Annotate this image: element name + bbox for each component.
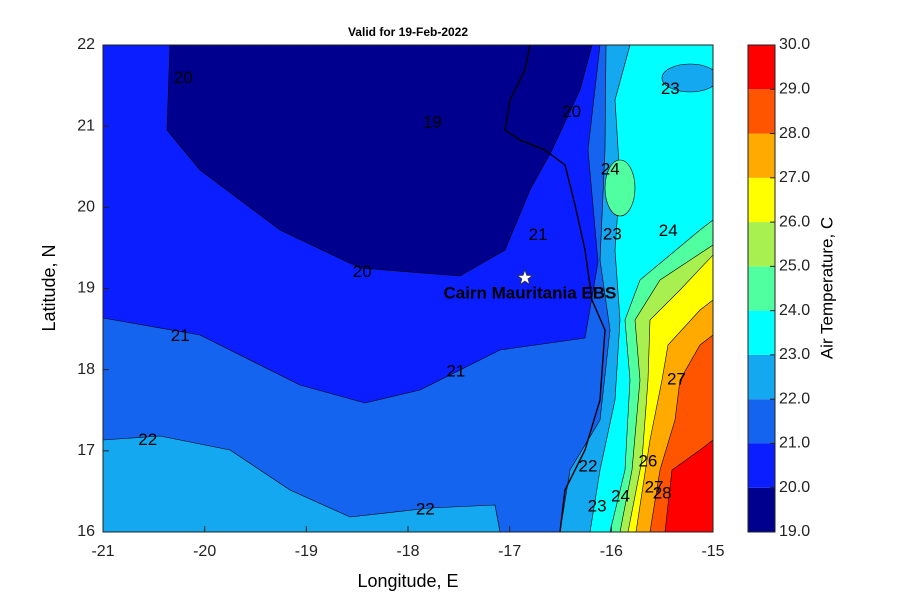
colorbar-label: Air Temperature, C	[817, 217, 836, 359]
colorbar-frame	[747, 44, 776, 533]
colorbar-band	[748, 45, 775, 90]
colorbar-band	[748, 177, 775, 223]
contour-label: 19	[423, 112, 442, 131]
colorbar-band	[748, 487, 775, 532]
x-tick-label: -16	[600, 543, 623, 560]
colorbar-tick-label: 25.0	[779, 258, 810, 275]
contour-label: 23	[661, 79, 680, 98]
region	[166, 45, 593, 277]
colorbar-tick-label: 26.0	[779, 213, 810, 230]
colorbar-tick-label: 20.0	[779, 479, 810, 496]
colorbar-band	[748, 399, 775, 444]
contour-label: 27	[667, 370, 686, 389]
y-tick-label: 18	[77, 361, 95, 378]
contour-label: 21	[446, 362, 465, 381]
colorbar-tick-label: 23.0	[779, 346, 810, 363]
contour-label: 21	[529, 225, 548, 244]
contour-label: 23	[603, 224, 622, 243]
x-axis-label: Longitude, E	[357, 571, 458, 591]
contour-label: 20	[562, 102, 581, 121]
x-tick-label: -17	[498, 543, 521, 560]
colorbar-band	[748, 89, 775, 134]
region	[103, 435, 501, 532]
colorbar-tick-label: 29.0	[779, 80, 810, 97]
contour-fill	[103, 45, 713, 532]
y-tick-label: 19	[77, 280, 95, 297]
contour-label: 24	[659, 221, 678, 240]
colorbar-band	[748, 354, 775, 400]
y-tick-label: 16	[77, 523, 95, 540]
y-tick-label: 21	[77, 117, 95, 134]
contour-label: 21	[171, 326, 190, 345]
colorbar-band	[748, 222, 775, 267]
contour-label: 22	[416, 500, 435, 519]
contour-label: 27	[645, 478, 664, 497]
station-marker	[516, 268, 534, 286]
colorbar-band	[748, 443, 775, 488]
colorbar-tick-label: 22.0	[779, 390, 810, 407]
station-label: Cairn Mauritania EBS	[443, 283, 616, 302]
contour-label: 23	[588, 496, 607, 515]
contour-label: 20	[174, 68, 193, 87]
region	[664, 439, 713, 532]
contour-label: 24	[601, 159, 620, 178]
contour-label: 20	[353, 262, 372, 281]
contour-label: 26	[638, 452, 657, 471]
contour-label: 22	[138, 430, 157, 449]
y-axis-label: Latitude, N	[39, 244, 59, 331]
colorbar-tick-label: 21.0	[779, 435, 810, 452]
colorbar-tick-label: 28.0	[779, 125, 810, 142]
y-tick-label: 20	[77, 199, 95, 216]
contour-label: 28	[653, 483, 672, 502]
colorbar-band	[748, 133, 775, 178]
colorbar-band	[748, 266, 775, 311]
coastline	[504, 45, 606, 532]
contour-label: 22	[578, 457, 597, 476]
chart-title: Valid for 19-Feb-2022	[348, 25, 468, 39]
y-tick-label: 22	[77, 36, 95, 53]
colorbar-tick-label: 19.0	[779, 523, 810, 540]
colorbar-tick-label: 27.0	[779, 169, 810, 186]
x-tick-label: -15	[701, 543, 724, 560]
region	[604, 159, 636, 217]
x-tick-label: -18	[396, 543, 419, 560]
x-tick-label: -20	[193, 543, 216, 560]
contour-label: 24	[611, 487, 630, 506]
region	[661, 63, 713, 93]
x-tick-label: -19	[295, 543, 318, 560]
colorbar-band	[748, 310, 775, 355]
x-tick-label: -21	[91, 543, 114, 560]
colorbar-tick-label: 24.0	[779, 302, 810, 319]
colorbar-tick-label: 30.0	[779, 36, 810, 53]
y-tick-label: 17	[77, 442, 95, 459]
